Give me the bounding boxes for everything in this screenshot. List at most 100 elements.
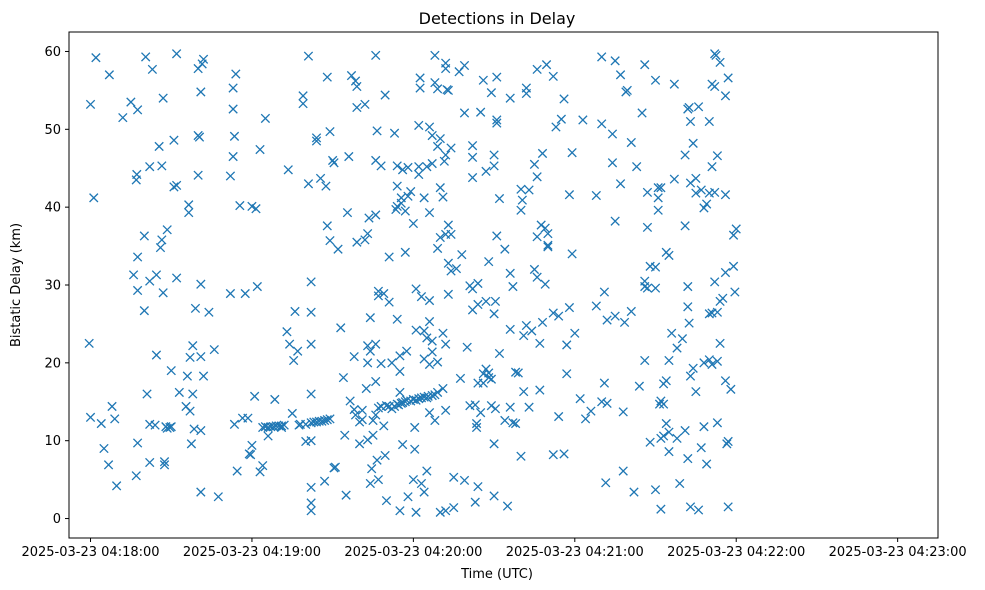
data-point — [311, 133, 322, 143]
data-point — [395, 506, 405, 516]
data-point — [701, 199, 712, 209]
data-point — [710, 81, 720, 92]
data-point — [213, 492, 223, 502]
data-point — [188, 341, 198, 351]
data-point — [711, 50, 721, 61]
data-point — [728, 261, 739, 271]
data-point — [392, 201, 402, 212]
data-point — [419, 326, 429, 336]
data-point — [481, 166, 491, 177]
data-point — [255, 467, 265, 477]
data-point — [720, 91, 731, 101]
data-point — [691, 386, 701, 397]
data-point — [489, 491, 499, 501]
data-point — [196, 279, 206, 289]
data-point — [519, 386, 529, 397]
data-point — [661, 376, 671, 386]
data-point — [666, 328, 677, 338]
data-point — [322, 72, 332, 82]
data-point — [392, 161, 402, 171]
data-point — [564, 302, 575, 313]
data-point — [411, 325, 421, 335]
data-point — [548, 450, 558, 460]
data-point — [306, 498, 316, 508]
data-point — [449, 502, 459, 513]
data-point — [228, 151, 238, 162]
data-point — [475, 408, 486, 418]
data-point — [354, 439, 365, 449]
data-point — [672, 433, 682, 444]
data-point — [171, 273, 182, 283]
data-point — [446, 143, 456, 153]
data-point — [142, 389, 152, 399]
data-point — [424, 122, 435, 132]
data-point — [159, 457, 170, 467]
data-point — [618, 407, 628, 417]
data-point — [151, 350, 162, 360]
data-point — [661, 418, 671, 429]
data-point — [640, 281, 650, 292]
data-point — [432, 243, 443, 254]
data-point — [610, 311, 620, 321]
data-point — [103, 460, 114, 470]
data-point — [150, 420, 160, 430]
data-point — [537, 317, 548, 328]
data-point — [473, 299, 483, 310]
data-point — [196, 351, 206, 362]
data-point — [128, 270, 139, 280]
data-point — [710, 277, 720, 287]
data-point — [376, 161, 386, 171]
data-point — [357, 405, 367, 415]
data-point — [683, 453, 693, 464]
data-point — [699, 203, 709, 213]
data-point — [731, 224, 741, 234]
data-point — [341, 490, 351, 500]
data-point — [492, 231, 502, 241]
data-point — [384, 297, 394, 307]
data-point — [591, 301, 601, 311]
data-point — [225, 171, 236, 181]
data-point — [492, 115, 502, 125]
data-point — [325, 235, 335, 246]
data-point — [693, 505, 704, 515]
x-axis-label: Time (UTC) — [460, 567, 533, 582]
data-point — [559, 449, 569, 459]
data-point — [188, 389, 198, 399]
x-tick-label: 2025-03-23 04:20:00 — [344, 545, 482, 560]
data-point — [198, 54, 209, 64]
data-point — [132, 438, 143, 448]
data-point — [232, 466, 242, 476]
plot-frame — [68, 31, 939, 539]
data-point — [489, 309, 499, 319]
data-point — [306, 389, 316, 399]
data-point — [438, 328, 448, 338]
data-point — [419, 193, 429, 203]
data-point — [459, 60, 470, 71]
data-point — [704, 355, 714, 365]
data-point — [395, 351, 405, 361]
y-axis-label: Bistatic Delay (km) — [9, 223, 24, 347]
data-point — [486, 401, 497, 411]
data-point — [376, 358, 386, 369]
data-point — [484, 256, 494, 267]
data-point — [340, 430, 350, 440]
data-point — [524, 402, 534, 412]
data-point — [516, 451, 526, 461]
data-point — [517, 195, 527, 205]
y-axis-ticks: 0 10 20 30 40 50 60 — [44, 45, 69, 527]
data-point — [459, 475, 470, 486]
data-point — [317, 416, 327, 426]
data-point — [559, 94, 569, 104]
data-point — [371, 410, 381, 420]
data-point — [252, 281, 262, 292]
data-point — [653, 183, 663, 193]
data-point — [492, 118, 502, 128]
data-point — [722, 439, 732, 449]
data-point — [282, 327, 292, 337]
data-point — [607, 158, 618, 168]
data-point — [184, 207, 194, 218]
data-point — [132, 252, 143, 262]
data-point — [473, 481, 483, 492]
data-point — [567, 148, 577, 158]
